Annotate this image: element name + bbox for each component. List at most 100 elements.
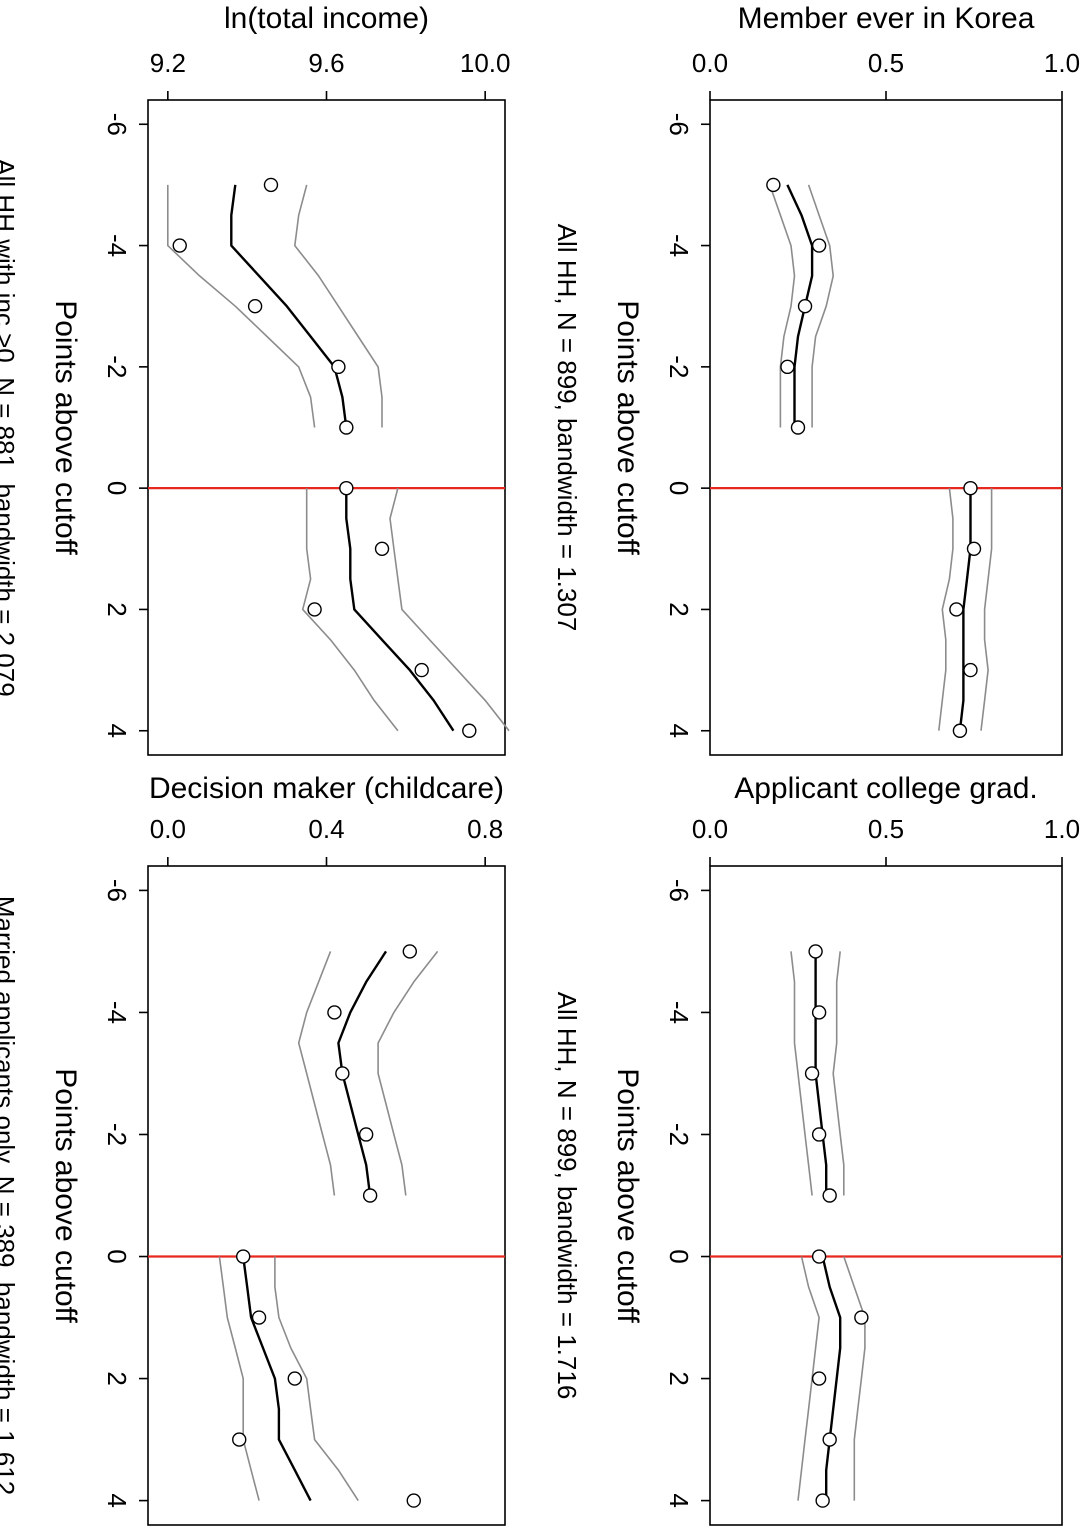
ci-upper-line-left xyxy=(377,950,439,1196)
ci-upper-line-right xyxy=(980,488,993,731)
ci-lower-line-left xyxy=(790,951,813,1196)
data-point xyxy=(804,1066,820,1081)
data-point xyxy=(263,177,279,193)
data-point xyxy=(327,1005,342,1020)
data-point xyxy=(822,1432,837,1447)
x-tick-label: 2 xyxy=(102,1371,132,1385)
data-point xyxy=(808,944,823,959)
ci-upper-line-left xyxy=(832,951,845,1196)
plot-frame xyxy=(147,99,506,756)
data-point xyxy=(815,1493,830,1508)
data-point xyxy=(339,420,354,435)
ci-upper-line-right xyxy=(843,1256,866,1501)
xlabel-1: Points above cutoff xyxy=(611,1068,644,1323)
y-tick-label: 0.5 xyxy=(868,814,904,844)
x-tick-label: -4 xyxy=(102,234,132,257)
data-point xyxy=(790,420,806,435)
data-point xyxy=(251,1310,267,1325)
data-point xyxy=(406,1493,421,1508)
panel-decision-maker-childcare: Decision maker (childcare) Points above … xyxy=(0,772,506,1526)
y-tick-label: 1.0 xyxy=(1044,48,1080,78)
ci-lower-line-left xyxy=(166,184,316,428)
y-tick-label: 0.0 xyxy=(692,814,728,844)
data-point xyxy=(402,944,417,959)
x-tick-label: 4 xyxy=(664,724,694,738)
data-point xyxy=(462,723,477,738)
y-tick-label: 0.0 xyxy=(692,48,728,78)
caption-0: All HH, N = 899, bandwidth = 1.307 xyxy=(552,224,582,632)
x-tick-label: -4 xyxy=(664,1001,694,1024)
x-tick-label: 4 xyxy=(664,1493,694,1507)
data-point xyxy=(236,1249,251,1264)
xlabel-2: Points above cutoff xyxy=(49,300,82,555)
x-tick-label: -2 xyxy=(664,1123,694,1146)
ci-upper-line-right xyxy=(274,1256,359,1502)
data-point xyxy=(811,238,827,253)
caption-1: All HH, N = 899, bandwidth = 1.716 xyxy=(552,992,582,1400)
x-tick-label: -2 xyxy=(664,355,694,378)
x-tick-label: -6 xyxy=(102,113,132,136)
xlabel-0: Points above cutoff xyxy=(611,300,644,555)
y-tick-label: 0.0 xyxy=(150,814,186,844)
ci-lower-line-left xyxy=(297,951,336,1196)
x-tick-label: 0 xyxy=(664,481,694,495)
x-tick-label: -4 xyxy=(102,1001,132,1024)
ylabel-2: ln(total income) xyxy=(224,2,429,35)
x-tick-label: 0 xyxy=(102,481,132,495)
x-tick-label: -6 xyxy=(102,879,132,902)
x-tick-label: 2 xyxy=(664,602,694,616)
data-point xyxy=(287,1371,302,1386)
ci-upper-line-left xyxy=(293,184,383,428)
ci-upper-line-left xyxy=(807,184,835,428)
ylabel-0: Member ever in Korea xyxy=(738,2,1035,35)
data-point xyxy=(766,177,781,193)
x-tick-label: -2 xyxy=(102,1123,132,1146)
x-tick-label: -2 xyxy=(102,355,132,378)
data-point xyxy=(358,1127,374,1142)
y-tick-label: 9.6 xyxy=(308,48,344,78)
y-tick-label: 0.8 xyxy=(467,814,503,844)
xlabel-3: Points above cutoff xyxy=(49,1068,82,1323)
data-point xyxy=(307,602,322,617)
x-tick-label: -6 xyxy=(664,113,694,136)
data-point xyxy=(172,238,187,253)
fit-line-right xyxy=(345,488,455,732)
caption-3: Married applicants only, N = 389, bandwi… xyxy=(0,896,20,1495)
ci-upper-line-right xyxy=(389,487,510,732)
ylabel-1: Applicant college grad. xyxy=(734,772,1038,805)
data-point xyxy=(949,602,964,617)
ci-lower-line-right xyxy=(938,488,954,731)
x-tick-label: 0 xyxy=(664,1249,694,1263)
data-point xyxy=(854,1310,869,1325)
data-point xyxy=(247,299,263,314)
data-point xyxy=(811,1005,827,1020)
fit-line-left xyxy=(230,184,348,428)
data-point xyxy=(335,1066,350,1081)
x-tick-label: 4 xyxy=(102,724,132,738)
fit-line-right xyxy=(242,1256,312,1502)
data-point xyxy=(331,359,346,375)
y-tick-label: 1.0 xyxy=(1044,814,1080,844)
panel-member-ever-in-korea: Member ever in Korea Points above cutoff… xyxy=(552,2,1080,756)
data-point xyxy=(811,1249,827,1264)
data-point xyxy=(811,1127,827,1142)
y-tick-label: 9.2 xyxy=(150,48,186,78)
y-tick-label: 0.5 xyxy=(868,48,904,78)
data-point xyxy=(414,662,429,678)
plot-frame xyxy=(709,99,1063,756)
data-point xyxy=(797,299,813,314)
plot-frame xyxy=(147,865,506,1526)
data-point xyxy=(822,1188,837,1203)
ci-lower-line-right xyxy=(218,1256,260,1501)
fit-line-right xyxy=(821,1256,842,1501)
x-tick-label: 0 xyxy=(102,1249,132,1263)
ylabel-3: Decision maker (childcare) xyxy=(149,772,504,805)
data-point xyxy=(963,662,978,678)
data-point xyxy=(374,541,390,556)
panel-ln-total-income: ln(total income) Points above cutoff All… xyxy=(0,2,510,756)
data-point xyxy=(963,480,978,496)
x-tick-label: 2 xyxy=(102,602,132,616)
data-point xyxy=(780,359,795,375)
data-point xyxy=(966,541,982,556)
